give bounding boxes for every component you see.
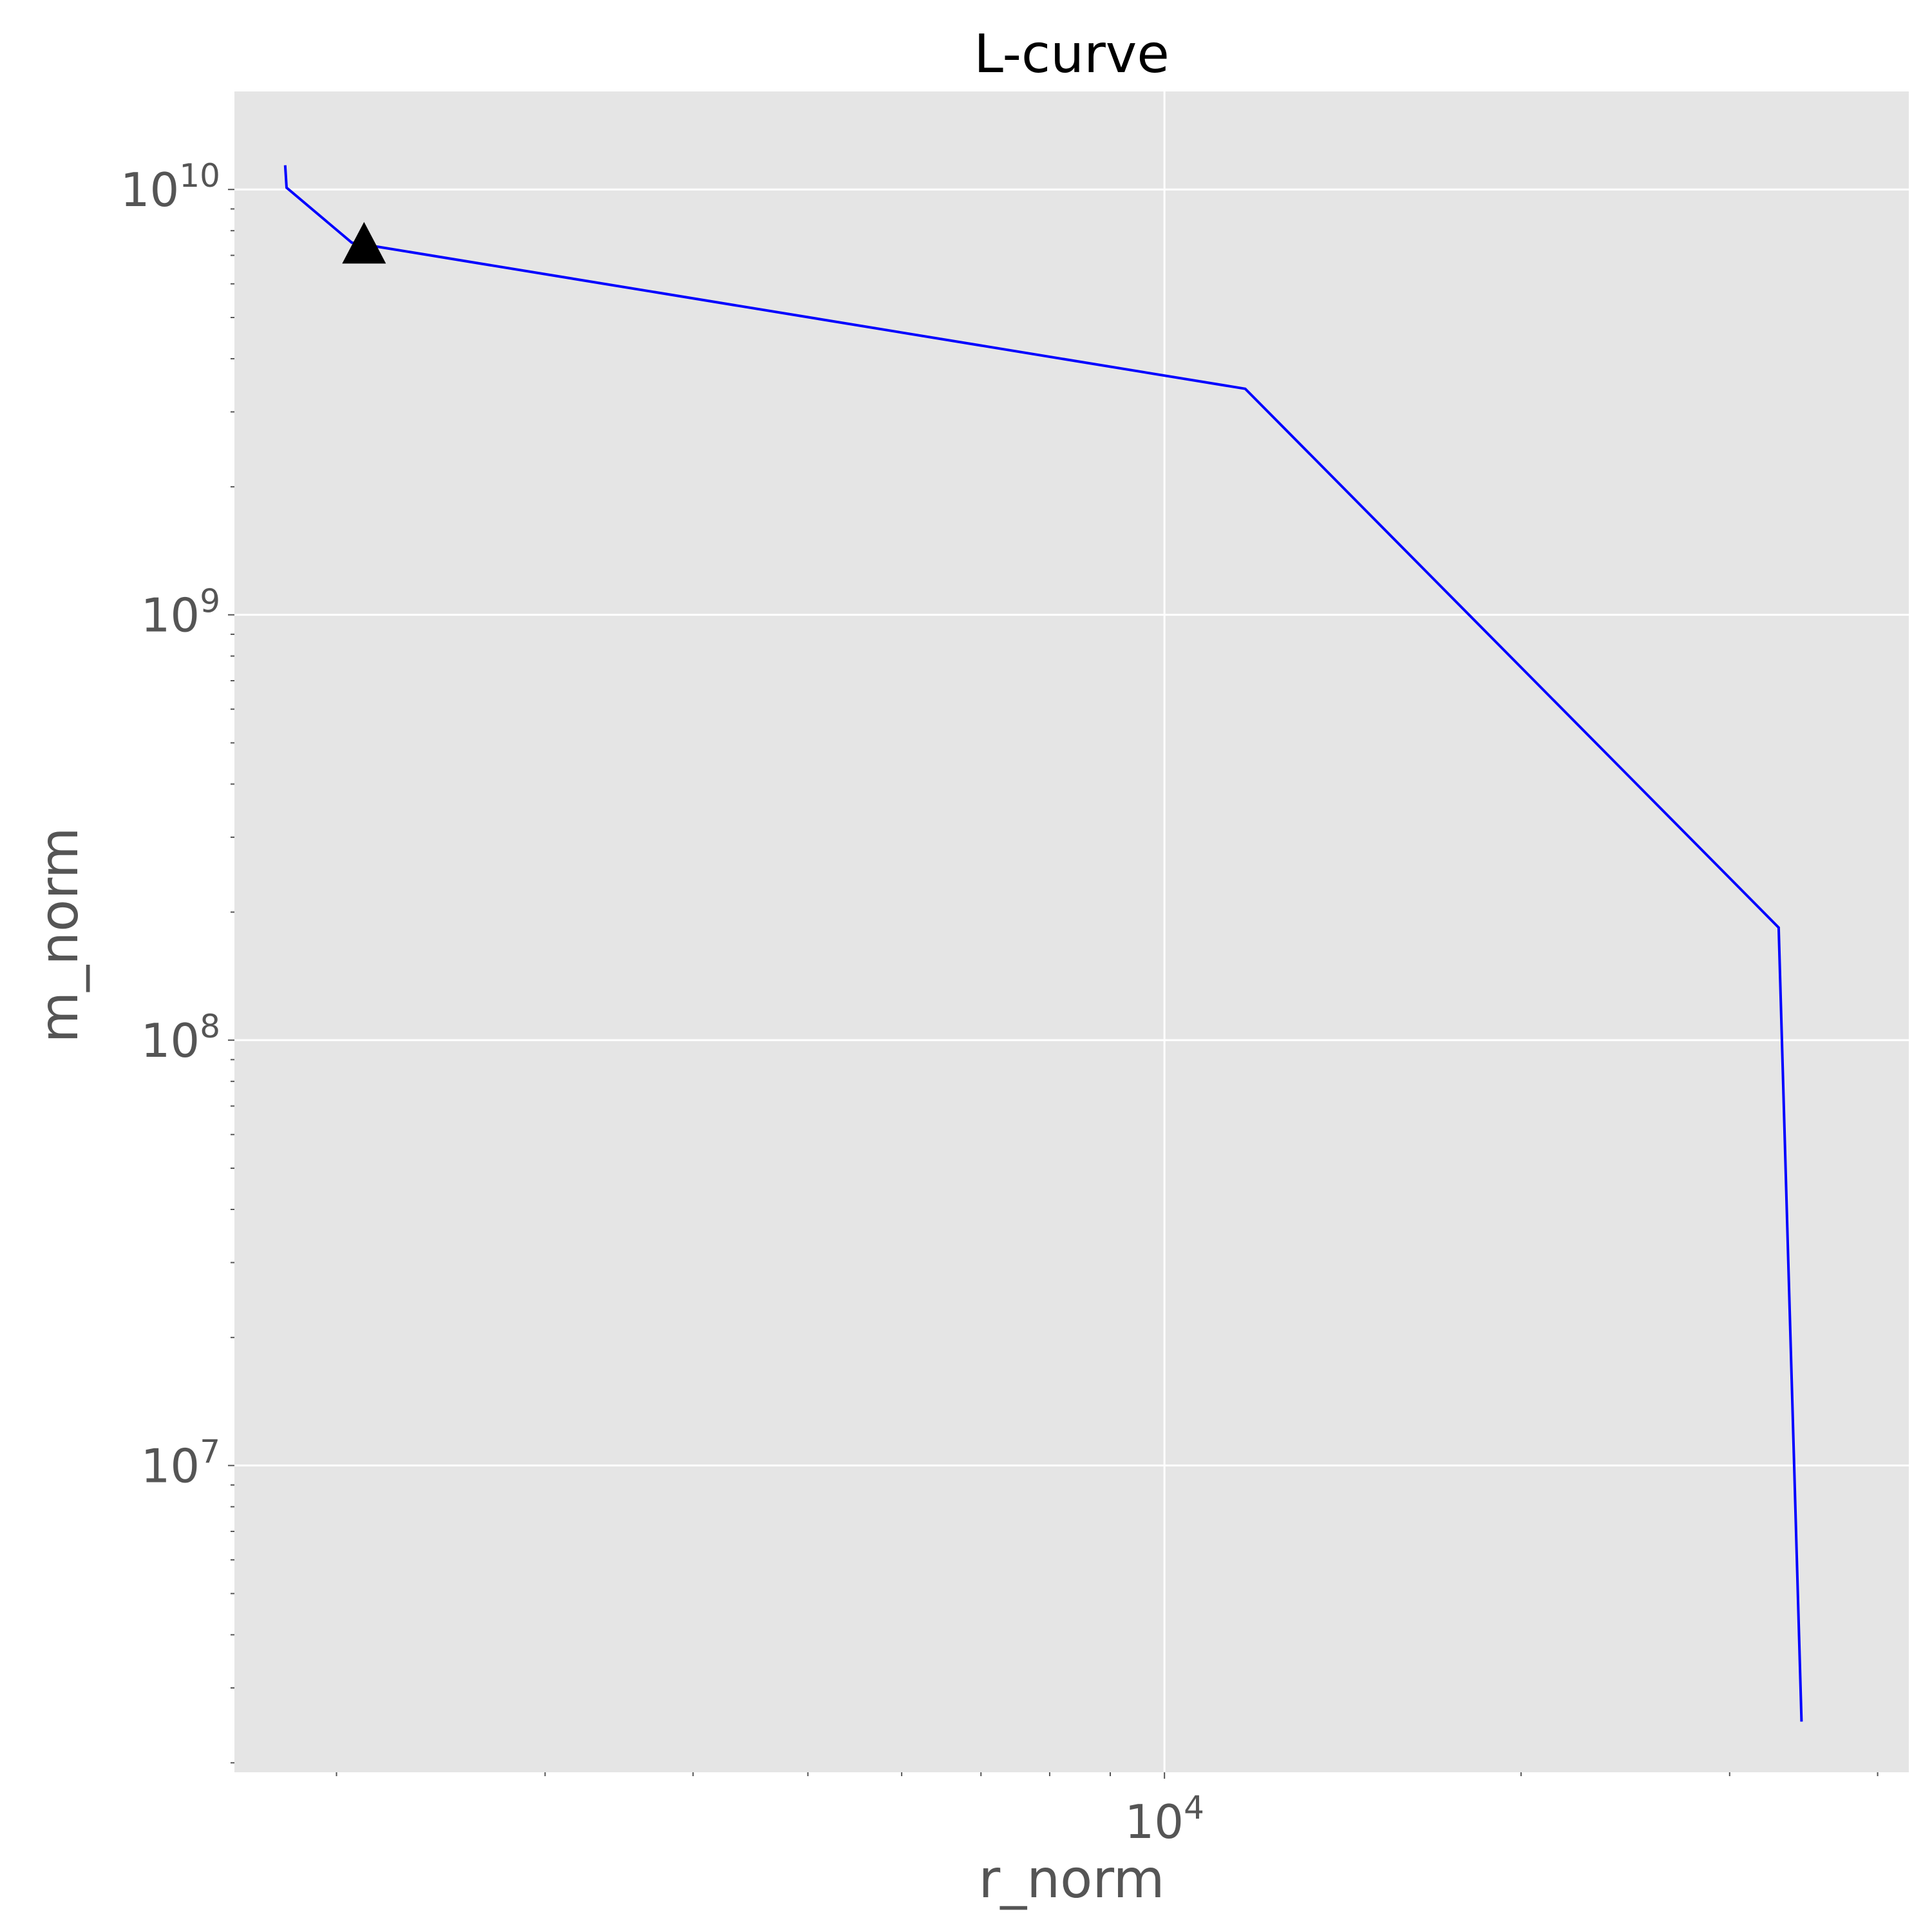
y-axis-label: m_norm — [29, 827, 90, 1043]
marker-layer — [342, 222, 386, 264]
x-tick-label: 104 — [1124, 1789, 1204, 1849]
y-tick-label: 1010 — [120, 157, 220, 217]
grid-lines — [234, 91, 1909, 1772]
triangle-marker — [342, 222, 386, 264]
y-tick-label: 107 — [141, 1434, 220, 1493]
y-tick-label: 109 — [141, 583, 220, 643]
x-axis-label: r_norm — [978, 1849, 1164, 1910]
plot-area — [234, 91, 1909, 1772]
tick-labels: 104 107 108 109 1010 — [120, 157, 1204, 1849]
tick-marks — [228, 189, 1879, 1779]
y-tick-label: 108 — [141, 1008, 220, 1068]
chart-title: L-curve — [974, 24, 1170, 85]
